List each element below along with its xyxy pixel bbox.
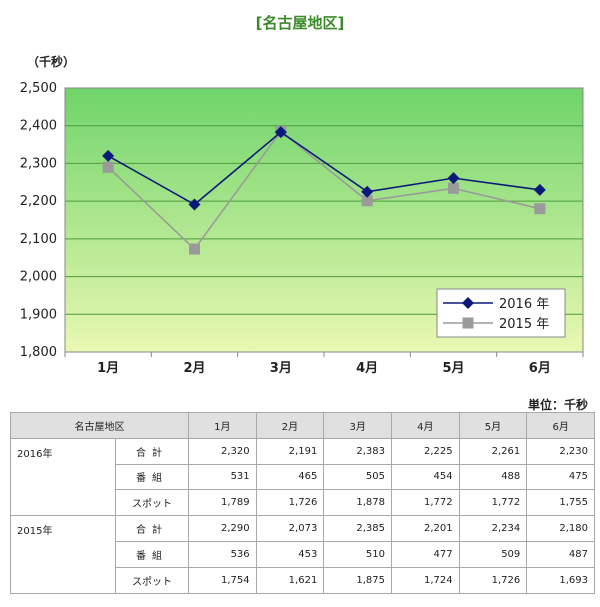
table-row: 番組 536 453 510 477 509 487 <box>11 540 595 568</box>
table-row: 2016年 合計 2,320 2,191 2,383 2,225 2,261 2,230 <box>10 437 595 517</box>
table-cell: 1,726 <box>255 489 325 517</box>
table-row: スポット 1,754 1,621 1,875 1,724 1,726 1,693 <box>11 566 595 594</box>
y-tick-label: 2,400 <box>20 119 57 134</box>
x-tick-label: 3月 <box>270 361 292 376</box>
table-unit-label: 単位：千秒 <box>527 398 588 412</box>
legend-2015-label: 2015 年 <box>499 317 549 332</box>
legend-2016-marker <box>462 297 474 309</box>
table-cell: 1,754 <box>188 566 257 594</box>
table-header-month: 3月 <box>323 412 392 439</box>
series-2016-point <box>447 172 460 185</box>
table-cell: 2,383 <box>323 437 392 465</box>
legend-2016-label: 2016 年 <box>499 297 549 312</box>
table-cell: 536 <box>188 540 257 568</box>
x-tick-label: 4月 <box>356 361 378 376</box>
table-row-label: スポット <box>115 489 189 517</box>
table-cell: 1,878 <box>323 489 392 517</box>
x-tick-label: 1月 <box>97 361 119 376</box>
table-cell: 2,180 <box>526 515 595 542</box>
y-tick-label: 1,800 <box>20 345 57 360</box>
y-tick-label: 2,200 <box>20 194 57 209</box>
table-row-label: 合計 <box>115 515 189 542</box>
line-chart: 1,800 1,900 2,000 2,100 2,200 2,300 2,400 2,500… <box>20 81 584 376</box>
y-tick-label: 2,500 <box>20 81 57 96</box>
series-2016-point <box>361 185 374 198</box>
table-cell: 2,225 <box>390 437 460 465</box>
table-cell: 2,201 <box>390 515 460 542</box>
table-header-month: 6月 <box>526 412 595 439</box>
table-cell: 1,772 <box>390 489 460 517</box>
series-2015-point <box>361 195 373 207</box>
y-axis-unit-label: （千秒） <box>27 55 76 69</box>
data-table: 名古屋地区 1月 2月 3月 4月 5月 6月 2016年 合計 2,320 2,191 2,383… <box>10 412 595 594</box>
table-header-row: 名古屋地区 1月 2月 3月 4月 5月 6月 <box>10 412 595 439</box>
table-header-region: 名古屋地区 <box>10 412 189 439</box>
series-2016-point <box>533 183 546 196</box>
table-cell: 1,789 <box>188 489 257 517</box>
y-tick-label: 1,900 <box>20 307 57 322</box>
table-cell: 509 <box>458 540 528 568</box>
table-header-month: 2月 <box>255 412 325 439</box>
table-cell: 2,191 <box>255 437 325 465</box>
table-cell: 454 <box>390 463 460 491</box>
table-cell: 531 <box>188 463 257 491</box>
table-row-label: 番組 <box>115 540 189 568</box>
table-cell: 487 <box>526 540 595 568</box>
y-tick-label: 2,100 <box>20 232 57 247</box>
y-tick-label: 2,300 <box>20 156 57 171</box>
table-cell: 1,621 <box>255 566 325 594</box>
table-cell: 1,724 <box>390 566 460 594</box>
table-header-month: 4月 <box>390 412 460 439</box>
table-cell: 453 <box>255 540 325 568</box>
table-year-cell: 2015年 <box>10 515 116 594</box>
table-cell: 1,755 <box>526 489 595 517</box>
series-2016-point <box>274 126 287 139</box>
y-tick-label: 2,000 <box>20 270 57 285</box>
table-row-label: 合計 <box>115 437 189 465</box>
table-cell: 1,772 <box>458 489 528 517</box>
legend-2015-marker <box>462 317 474 329</box>
table-cell: 2,073 <box>255 515 325 542</box>
series-2016-line <box>107 131 540 206</box>
table-row: 2015年 合計 2,290 2,073 2,385 2,201 2,234 2,180 <box>10 515 595 594</box>
table-cell: 2,230 <box>526 437 595 465</box>
table-row-label: スポット <box>115 566 189 594</box>
table-cell: 1,693 <box>526 566 595 594</box>
table-cell: 475 <box>526 463 595 491</box>
series-2015-point <box>534 203 546 215</box>
table-header-month: 1月 <box>188 412 257 439</box>
legend-box <box>436 288 566 338</box>
table-cell: 2,320 <box>188 437 257 465</box>
series-2015-point <box>448 182 459 194</box>
series-2016-point <box>102 149 115 162</box>
table-row: スポット 1,789 1,726 1,878 1,772 1,772 1,755 <box>11 489 595 517</box>
table-cell: 2,385 <box>323 515 392 542</box>
table-row-label: 番組 <box>115 463 189 491</box>
series-2015-point <box>102 161 114 173</box>
table-cell: 477 <box>390 540 460 568</box>
table-cell: 505 <box>323 463 392 491</box>
table-cell: 510 <box>323 540 392 568</box>
table-cell: 2,290 <box>188 515 257 542</box>
series-2015-line <box>107 130 541 251</box>
table-cell: 2,261 <box>458 437 528 465</box>
page-title: [名古屋地区] <box>255 14 345 32</box>
table-cell: 488 <box>458 463 528 491</box>
x-tick-label: 2月 <box>183 361 205 376</box>
table-year-cell: 2016年 <box>10 437 116 517</box>
table-cell: 1,726 <box>458 566 528 594</box>
table-cell: 2,234 <box>458 515 528 542</box>
series-2015-point <box>189 243 200 255</box>
series-2016-point <box>188 198 201 211</box>
x-tick-label: 6月 <box>529 361 551 376</box>
x-tick-label: 5月 <box>442 361 464 376</box>
table-cell: 1,875 <box>323 566 392 594</box>
table-cell: 465 <box>255 463 325 491</box>
table-header-month: 5月 <box>458 412 528 439</box>
